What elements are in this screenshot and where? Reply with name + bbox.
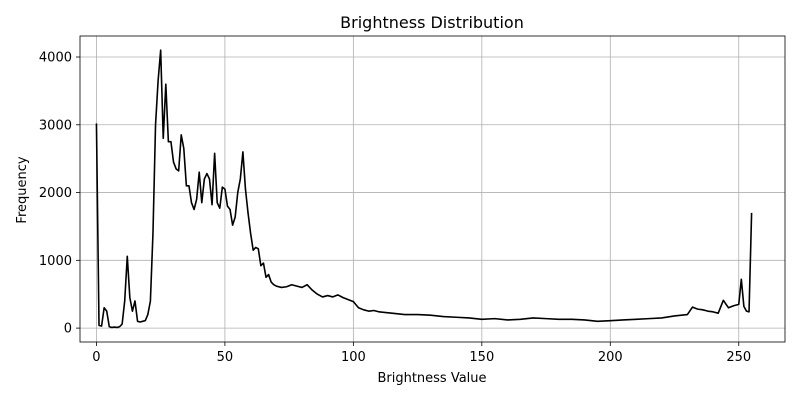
x-tick-label: 50 [217,350,234,365]
x-tick-label: 250 [726,350,751,365]
y-tick-label: 4000 [39,51,72,66]
chart-title: Brightness Distribution [340,13,524,32]
x-axis-label: Brightness Value [377,371,486,386]
frequency-series-line [95,49,753,329]
series-layer [95,49,753,329]
y-axis-label: Frequency [15,156,30,223]
plot-frame [79,35,786,343]
x-tick-label: 100 [341,350,366,365]
y-tick-label: 3000 [39,118,72,133]
grid-layer [80,36,785,342]
y-tick-label: 0 [64,322,72,337]
x-tick-label: 200 [598,350,623,365]
tick-layer: 0 50 100 150 200 250 0 1000 2000 3000 4000 [39,51,751,365]
y-tick-label: 1000 [39,254,72,269]
x-tick-label: 0 [92,350,100,365]
y-tick-label: 2000 [39,186,72,201]
x-tick-label: 150 [469,350,494,365]
